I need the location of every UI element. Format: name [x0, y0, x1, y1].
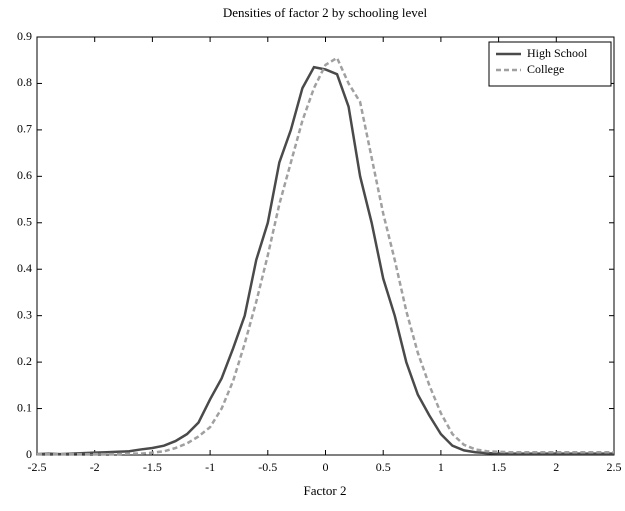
x-tick-label: 1: [438, 460, 444, 474]
x-tick-label: -0.5: [258, 460, 277, 474]
y-tick-label: 0.3: [17, 307, 32, 321]
legend-box: [488, 41, 612, 87]
legend-label: High School: [527, 46, 588, 60]
x-tick-label: 0.5: [376, 460, 391, 474]
x-tick-label: -1.5: [143, 460, 162, 474]
y-tick-label: 0.2: [17, 354, 32, 368]
y-tick-label: 0: [26, 447, 32, 461]
legend-label: College: [527, 62, 564, 76]
series-line: [37, 56, 614, 456]
series-line: [36, 65, 614, 456]
y-tick-label: 0.8: [17, 75, 32, 89]
x-tick-label: 0: [323, 460, 329, 474]
x-tick-label: 1.5: [491, 460, 506, 474]
y-tick-label: 0.7: [17, 122, 32, 136]
y-tick-label: 0.6: [17, 168, 32, 182]
x-tick-label: -2.5: [28, 460, 47, 474]
plot-frame: [36, 36, 615, 456]
y-tick-label: 0.9: [17, 29, 32, 43]
x-tick-label: -1: [205, 460, 215, 474]
x-axis-label: Factor 2: [304, 483, 347, 498]
x-tick-label: 2: [553, 460, 559, 474]
y-tick-label: 0.5: [17, 215, 32, 229]
x-tick-label: -2: [90, 460, 100, 474]
y-tick-label: 0.4: [17, 261, 32, 275]
y-tick-label: 0.1: [17, 400, 32, 414]
chart-title: Densities of factor 2 by schooling level: [223, 5, 428, 20]
x-tick-label: 2.5: [607, 460, 622, 474]
